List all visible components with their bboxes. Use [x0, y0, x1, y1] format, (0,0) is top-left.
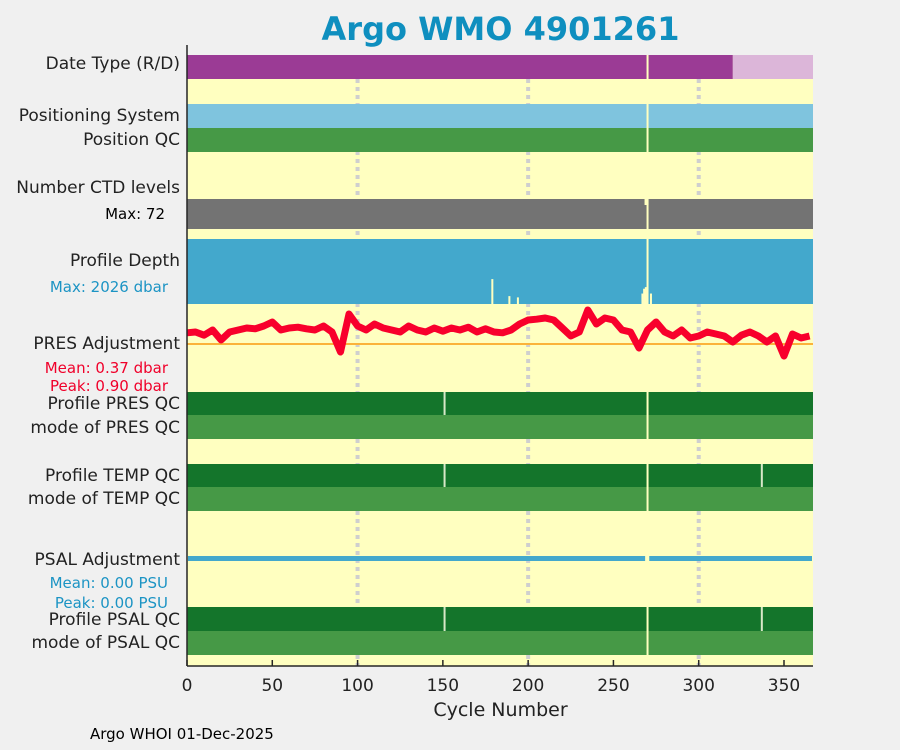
label-pres-mode: mode of PRES QC [30, 418, 180, 438]
label-ctd-max: Max: 72 [105, 205, 165, 223]
chart-title: Argo WMO 4901261 [321, 10, 680, 48]
profile-pres-qc-bar-gap [646, 392, 649, 415]
label-pres-qc: Profile PRES QC [47, 394, 180, 414]
profile-depth-bar [187, 239, 813, 304]
profile-depth-shallow-mark [643, 288, 646, 304]
ctd-levels-notch [644, 199, 649, 205]
mode-pres-qc-bar-gap [646, 415, 649, 439]
label-pres-adjustment: PRES Adjustment [33, 334, 180, 354]
mode-pres-qc-bar [187, 415, 813, 439]
label-positioning-system: Positioning System [18, 106, 180, 126]
label-psal-mean: Mean: 0.00 PSU [49, 574, 168, 592]
date-type-gap [646, 55, 649, 79]
footer-credit: Argo WHOI 01-Dec-2025 [90, 725, 274, 743]
label-date-type: Date Type (R/D) [45, 54, 180, 74]
psal-adjustment-line [188, 556, 646, 561]
profile-pres-qc-bar-break [443, 392, 446, 415]
label-psal-qc: Profile PSAL QC [48, 610, 180, 630]
positioning-system-bar [187, 104, 813, 128]
mode-psal-qc-bar [187, 631, 813, 655]
label-position-qc: Position QC [83, 130, 180, 150]
x-tick-label: 250 [597, 676, 630, 696]
position-qc-bar-gap [646, 128, 649, 152]
x-tick-label: 50 [261, 676, 284, 696]
profile-depth-shallow-mark [516, 297, 519, 304]
profile-pres-qc-bar [187, 392, 813, 415]
x-axis-label: Cycle Number [433, 699, 568, 721]
label-depth-max: Max: 2026 dbar [49, 278, 168, 296]
profile-temp-qc-bar [187, 464, 813, 487]
label-temp-mode: mode of TEMP QC [27, 489, 180, 509]
label-psal-mode: mode of PSAL QC [31, 633, 180, 653]
profile-psal-qc-bar-break [443, 607, 446, 631]
profile-psal-qc-bar [187, 607, 813, 631]
label-temp-qc: Profile TEMP QC [45, 466, 180, 486]
position-qc-bar [187, 128, 813, 152]
label-pres-mean: Mean: 0.37 dbar [44, 359, 168, 377]
label-psal-peak: Peak: 0.00 PSU [54, 594, 168, 612]
profile-depth-bar-gap [646, 239, 649, 304]
mode-temp-qc-bar [187, 487, 813, 511]
x-tick-label: 200 [511, 676, 545, 696]
profile-depth-shallow-mark [644, 287, 647, 304]
profile-psal-qc-bar-gap [646, 607, 649, 631]
profile-depth-shallow-mark [491, 279, 494, 304]
date-type-delayed-bar [187, 55, 733, 79]
x-tick-label: 0 [181, 676, 193, 696]
date-type-realtime-bar [732, 55, 813, 79]
profile-psal-qc-bar-break [760, 607, 763, 631]
profile-depth-shallow-mark [641, 293, 644, 304]
mode-temp-qc-bar-gap [646, 487, 649, 511]
profile-depth-shallow-mark [508, 296, 511, 304]
mode-psal-qc-bar-gap [646, 631, 649, 655]
label-pres-peak: Peak: 0.90 dbar [49, 377, 168, 395]
profile-depth-shallow-mark [649, 293, 652, 304]
x-tick-label: 300 [682, 676, 715, 696]
profile-temp-qc-bar-break [760, 464, 763, 487]
x-tick-label: 100 [341, 676, 374, 696]
label-ctd-levels: Number CTD levels [16, 178, 180, 198]
label-psal-adjustment: PSAL Adjustment [34, 550, 180, 570]
profile-temp-qc-bar-break [443, 464, 446, 487]
profile-temp-qc-bar-gap [646, 464, 649, 487]
pres-adjustment-line [186, 306, 811, 360]
ctd-levels-bar [187, 199, 813, 229]
positioning-system-bar-gap [646, 104, 649, 128]
plot-background [187, 55, 813, 666]
x-tick-label: 350 [767, 676, 801, 696]
psal-adjustment-line [649, 556, 812, 561]
x-tick-label: 150 [426, 676, 460, 696]
ctd-levels-bar-gap [646, 199, 649, 229]
label-profile-depth: Profile Depth [69, 251, 180, 271]
